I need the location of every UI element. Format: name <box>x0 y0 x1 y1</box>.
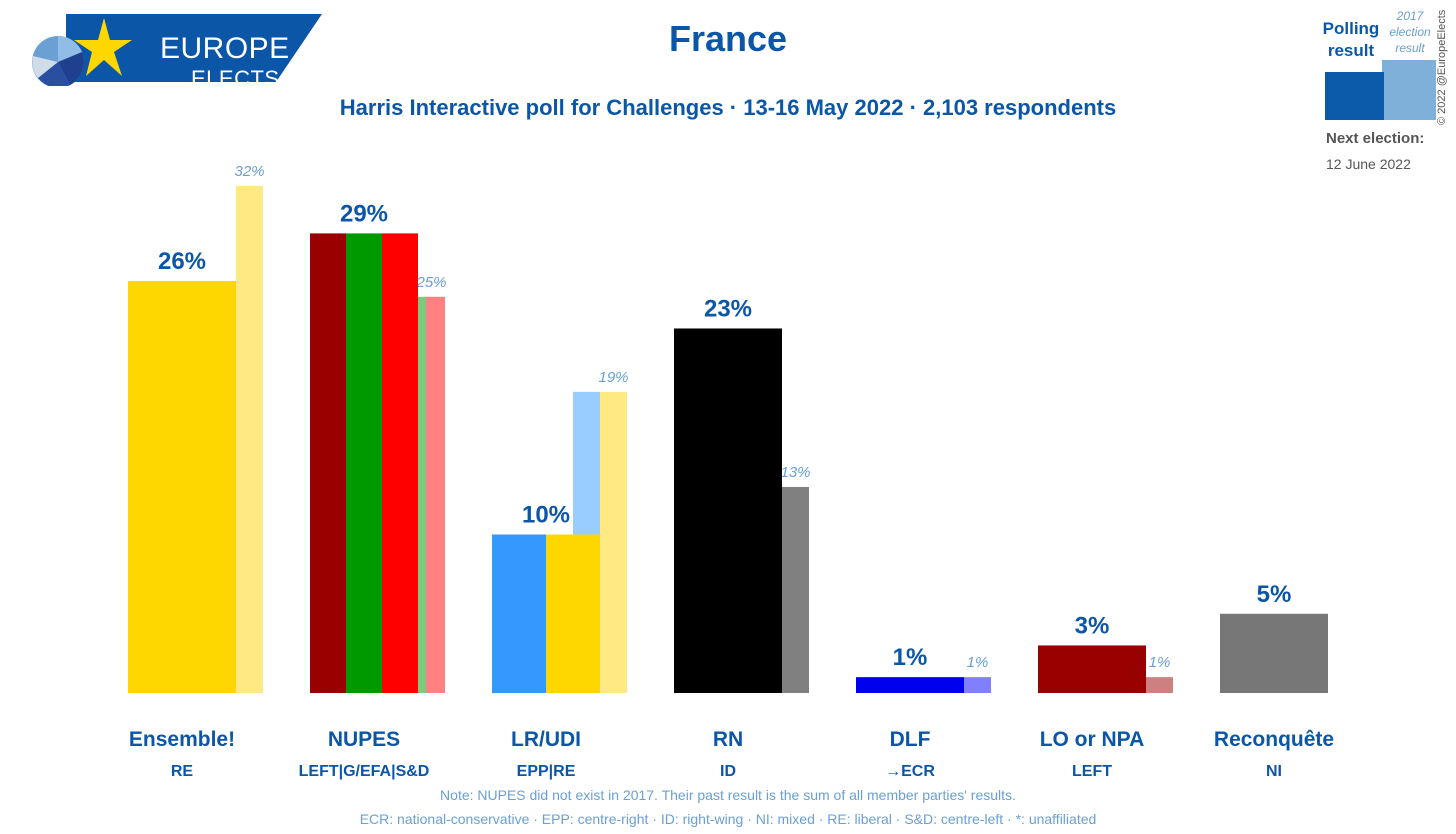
bar-2017-lr-udi-seg-2 <box>600 391 627 693</box>
label-2017-nupes: 25% <box>415 274 446 291</box>
group-label-ensemble: RE <box>171 763 194 780</box>
bar-2017-nupes-seg-2 <box>426 296 445 693</box>
label-2017-dlf: 1% <box>967 654 989 671</box>
bar-poll-lr-udi-seg-1 <box>492 534 546 693</box>
bar-2017-nupes-seg-1 <box>418 296 426 693</box>
label-2017-lr-udi: 19% <box>598 369 628 386</box>
label-poll-dlf: 1% <box>893 644 928 671</box>
bar-poll-lr-udi-seg-2 <box>546 534 600 693</box>
bar-poll-rn-seg-1 <box>674 328 782 693</box>
category-label-lo-or-npa: LO or NPA <box>1040 728 1145 751</box>
legend: Polling result 2017 election result Next… <box>1320 6 1456 186</box>
logo-text-elects: ELECTS <box>191 66 280 91</box>
legend-previous-swatch <box>1382 60 1436 120</box>
note-line-2: ECR: national-conservative · EPP: centre… <box>359 811 1097 827</box>
label-poll-reconqu-te: 5% <box>1257 581 1292 608</box>
next-election-date: 12 June 2022 <box>1326 156 1411 172</box>
label-poll-rn: 23% <box>704 295 752 322</box>
group-label-nupes: LEFT|G/EFA|S&D <box>299 763 430 780</box>
category-label-rn: RN <box>713 728 743 751</box>
group-label-dlf: →ECR <box>885 763 935 780</box>
label-2017-ensemble: 32% <box>234 163 264 180</box>
chart-title: France <box>668 18 788 59</box>
category-label-dlf: DLF <box>890 728 931 751</box>
label-poll-ensemble: 26% <box>158 248 206 275</box>
group-label-lr-udi: EPP|RE <box>517 763 576 780</box>
label-2017-rn: 13% <box>780 464 810 481</box>
legend-polling-swatch <box>1325 72 1384 120</box>
bar-poll-lo-or-npa-seg-1 <box>1038 645 1146 693</box>
bar-2017-ensemble-seg-1 <box>236 185 263 693</box>
category-label-nupes: NUPES <box>328 728 400 751</box>
note-line-1: Note: NUPES did not exist in 2017. Their… <box>440 787 1016 803</box>
label-2017-lo-or-npa: 1% <box>1149 654 1171 671</box>
category-label-ensemble: Ensemble! <box>129 728 235 751</box>
bar-2017-lo-or-npa-seg-1 <box>1146 677 1173 693</box>
bar-2017-rn-seg-1 <box>782 486 809 693</box>
group-label-rn: ID <box>720 763 736 780</box>
next-election-label: Next election: <box>1326 130 1425 147</box>
bar-poll-nupes-seg-3 <box>382 233 418 694</box>
bar-poll-nupes-seg-1 <box>310 233 346 694</box>
legend-polling-label: Polling result <box>1322 19 1380 60</box>
bar-poll-ensemble-seg-1 <box>128 280 236 693</box>
group-label-lo-or-npa: LEFT <box>1072 763 1112 780</box>
chart-subtitle: Harris Interactive poll for Challenges ·… <box>339 95 1117 120</box>
label-poll-lo-or-npa: 3% <box>1075 612 1110 639</box>
bar-poll-dlf-seg-1 <box>856 677 964 693</box>
legend-previous-label: 2017 election result <box>1389 9 1431 55</box>
bar-2017-dlf-seg-1 <box>964 677 991 693</box>
label-poll-nupes: 29% <box>340 200 388 227</box>
logo-graphic <box>32 14 322 88</box>
category-label-lr-udi: LR/UDI <box>511 728 581 751</box>
category-label-reconqu-te: Reconquête <box>1214 728 1334 751</box>
bar-poll-reconqu-te-seg-1 <box>1220 613 1328 693</box>
label-poll-lr-udi: 10% <box>522 502 570 529</box>
logo-text-europe: EUROPE <box>160 32 290 65</box>
europe-elects-logo: EUROPE ELECTS <box>26 14 326 91</box>
group-label-reconqu-te: NI <box>1266 763 1282 780</box>
bar-poll-nupes-seg-2 <box>346 233 382 694</box>
